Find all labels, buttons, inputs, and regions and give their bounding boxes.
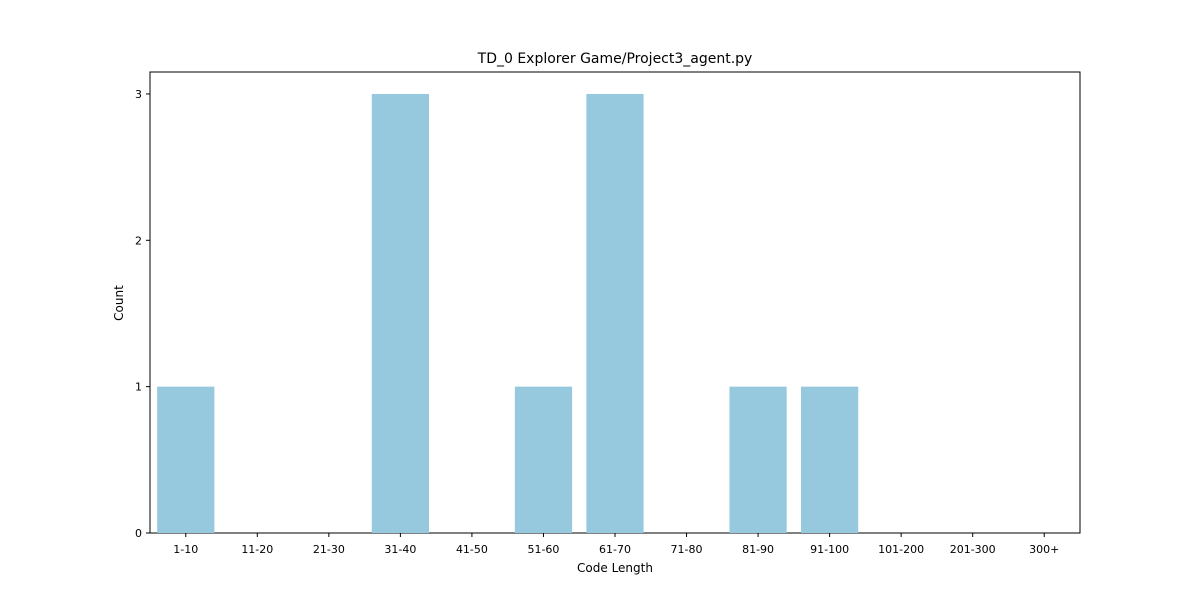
x-tick-label: 101-200 <box>878 543 924 556</box>
y-axis-label: Count <box>112 285 126 321</box>
bars-group <box>157 93 859 533</box>
x-tick-label: 31-40 <box>384 543 416 556</box>
x-tick-label: 81-90 <box>742 543 774 556</box>
x-tick-label: 41-50 <box>456 543 488 556</box>
bar-61-70 <box>586 93 644 533</box>
x-tick-label: 201-300 <box>950 543 996 556</box>
x-tick-label: 51-60 <box>527 543 559 556</box>
bar-91-100 <box>801 386 859 533</box>
x-axis-ticks: 1-10 11-20 21-30 31-40 41-50 51-60 61-70 71-80 8… <box>173 533 1059 556</box>
bar-31-40 <box>371 93 429 533</box>
x-axis-label: Code Length <box>577 561 653 575</box>
y-tick-label: 0 <box>135 527 142 540</box>
y-axis-ticks: 0 1 2 3 <box>135 88 150 540</box>
y-tick-label: 2 <box>135 234 142 247</box>
x-tick-label: 11-20 <box>241 543 273 556</box>
x-tick-label: 71-80 <box>671 543 703 556</box>
bar-51-60 <box>514 386 573 533</box>
x-tick-label: 21-30 <box>313 543 345 556</box>
chart-title: TD_0 Explorer Game/Project3_agent.py <box>477 51 753 67</box>
bar-81-90 <box>729 386 787 533</box>
bar-1-10 <box>157 386 215 533</box>
x-tick-label: 1-10 <box>173 543 198 556</box>
y-tick-label: 1 <box>135 381 142 394</box>
y-tick-label: 3 <box>135 88 142 101</box>
x-tick-label: 300+ <box>1029 543 1059 556</box>
x-tick-label: 61-70 <box>599 543 631 556</box>
x-tick-label: 91-100 <box>810 543 849 556</box>
